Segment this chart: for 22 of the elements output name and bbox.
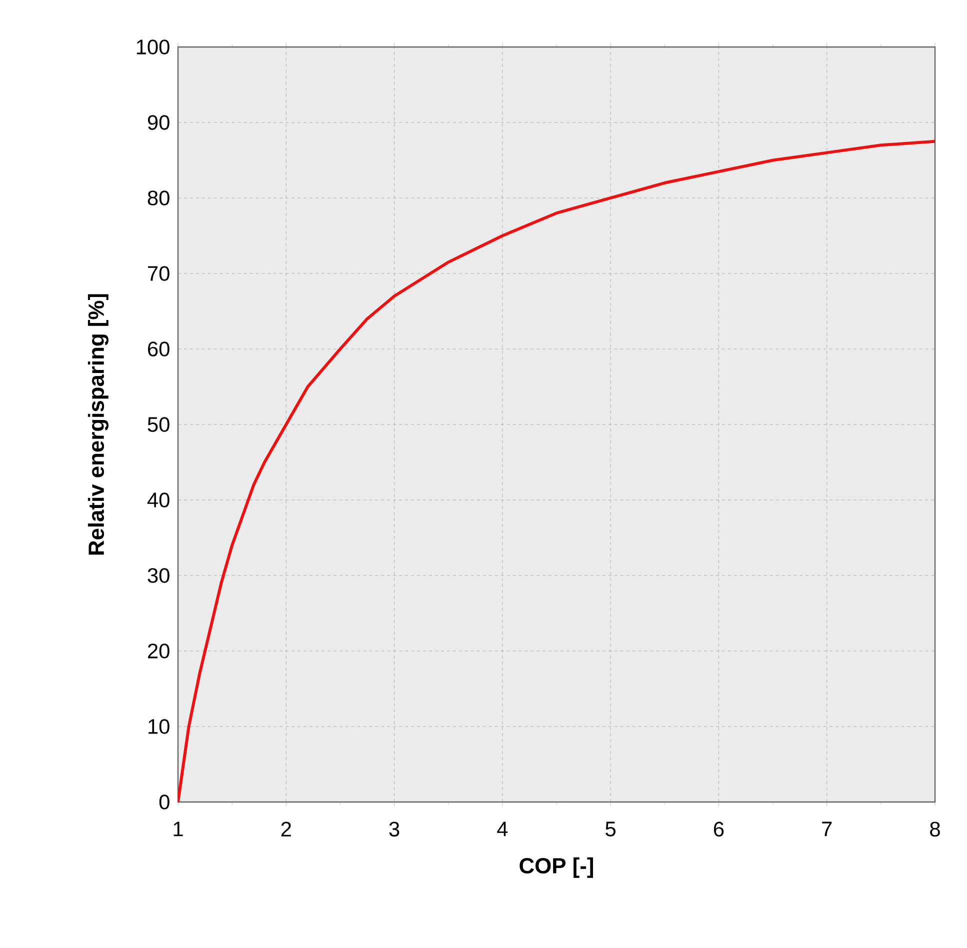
x-axis-title: COP [-]: [520, 857, 593, 878]
y-tick-label: 80: [148, 190, 170, 206]
y-tick-label: 100: [136, 40, 170, 54]
y-tick-label: 0: [159, 794, 170, 810]
x-tick-label: 8: [930, 822, 940, 837]
x-tick-label: 7: [822, 822, 832, 836]
x-tick-label: 2: [281, 822, 291, 836]
y-tick-label: 90: [148, 115, 170, 130]
y-tick-label: 10: [148, 719, 170, 734]
line-series: [178, 140, 936, 802]
y-tick-label: 40: [147, 492, 170, 508]
y-tick-label: 60: [148, 342, 170, 356]
y-tick-label: 70: [148, 266, 170, 281]
x-tick-label: 1: [174, 822, 183, 836]
y-tick-label: 20: [148, 644, 170, 658]
x-tick-label: 4: [497, 822, 508, 836]
x-tick-label: 6: [714, 822, 724, 837]
y-tick-label: 30: [148, 568, 170, 583]
x-tick-label: 3: [389, 822, 400, 837]
y-tick-label: 50: [148, 417, 170, 432]
x-tick-label: 5: [606, 822, 616, 836]
y-axis-title: Relativ energisparing [%]: [88, 294, 108, 555]
